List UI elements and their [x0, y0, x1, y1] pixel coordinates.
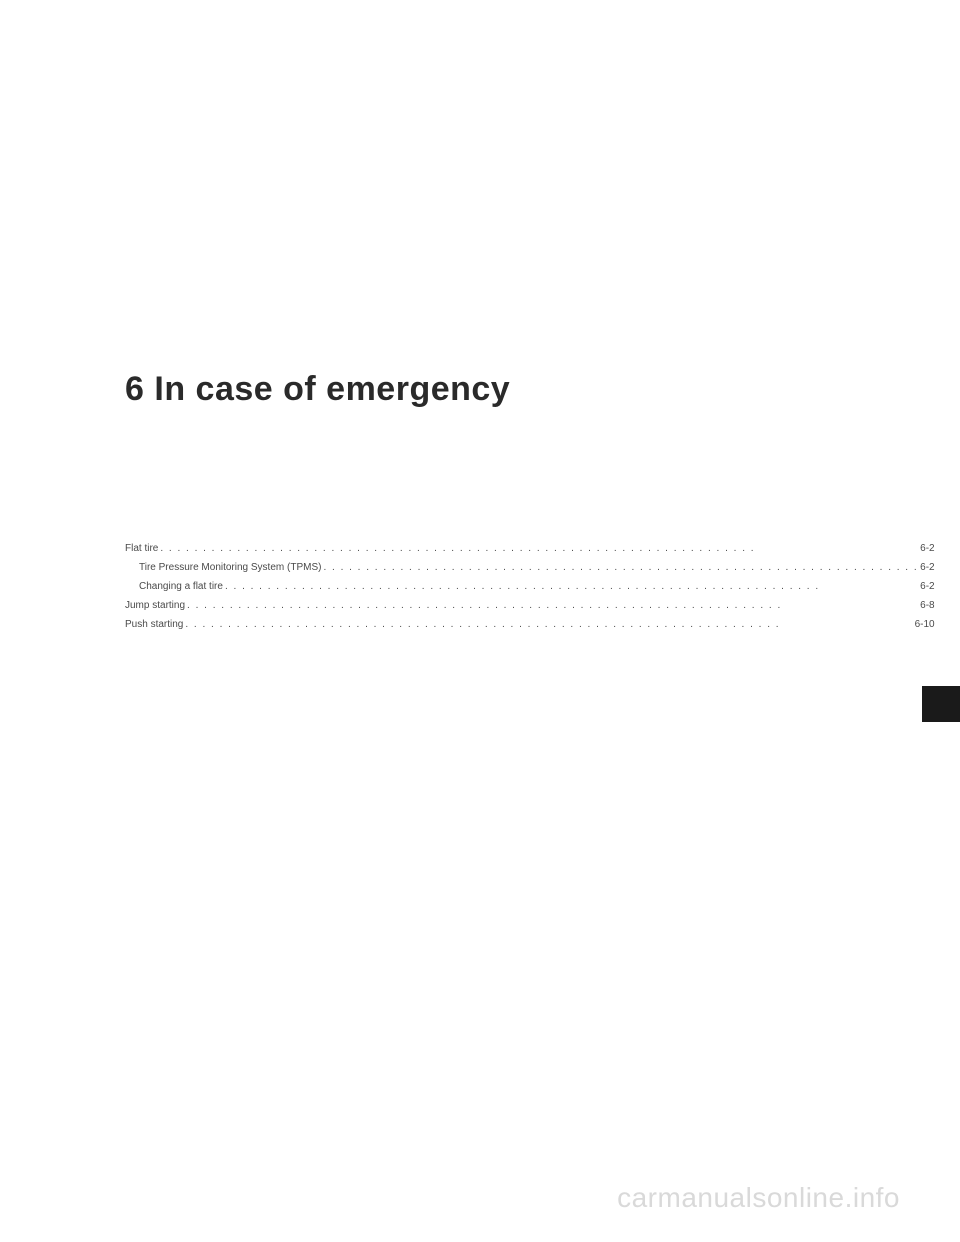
toc-leader-dots — [183, 615, 914, 634]
toc-page-number: 6-8 — [920, 596, 934, 615]
watermark-text: carmanualsonline.info — [617, 1182, 900, 1214]
toc-page-number: 6-2 — [920, 577, 934, 596]
toc-page-number: 6-2 — [920, 558, 934, 577]
toc-leader-dots — [223, 577, 920, 596]
chapter-number: 6 — [125, 370, 144, 408]
toc-left-column: Flat tire6-2Tire Pressure Monitoring Sys… — [125, 539, 935, 634]
chapter-title-text: In case of emergency — [154, 370, 510, 408]
toc-label: Jump starting — [125, 596, 185, 615]
toc-label: Flat tire — [125, 539, 158, 558]
toc-leader-dots — [158, 539, 920, 558]
manual-page: 6 In case of emergency Flat tire6-2Tire … — [0, 0, 960, 1242]
toc-entry: Push starting 6-10 — [125, 615, 935, 634]
toc-label: Tire Pressure Monitoring System (TPMS) — [139, 558, 321, 577]
toc-entry: Flat tire 6-2 — [125, 539, 935, 558]
toc-entry: Tire Pressure Monitoring System (TPMS) 6-… — [125, 558, 935, 577]
chapter-title: 6 In case of emergency — [125, 370, 860, 409]
toc-label: Changing a flat tire — [139, 577, 223, 596]
section-tab — [922, 686, 960, 722]
toc-entry: Changing a flat tire 6-2 — [125, 577, 935, 596]
toc-page-number: 6-10 — [915, 615, 935, 634]
toc-container: Flat tire6-2Tire Pressure Monitoring Sys… — [125, 539, 860, 634]
toc-leader-dots — [185, 596, 920, 615]
toc-page-number: 6-2 — [920, 539, 934, 558]
toc-leader-dots — [321, 558, 920, 577]
toc-label: Push starting — [125, 615, 183, 634]
toc-entry: Jump starting 6-8 — [125, 596, 935, 615]
